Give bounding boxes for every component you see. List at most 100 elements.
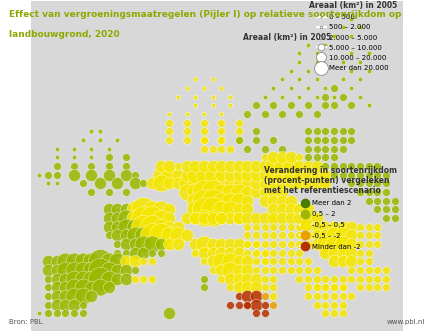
- Point: [218, 276, 225, 281]
- Point: [244, 302, 251, 307]
- Point: [391, 198, 398, 203]
- Point: [313, 224, 320, 229]
- Point: [261, 259, 268, 264]
- Point: [322, 224, 329, 229]
- Point: [348, 163, 355, 169]
- Point: [201, 198, 207, 203]
- Point: [305, 163, 312, 169]
- Point: [287, 103, 294, 108]
- Point: [313, 172, 320, 177]
- Point: [296, 111, 303, 117]
- Point: [339, 137, 346, 143]
- Point: [53, 267, 60, 273]
- Point: [348, 129, 355, 134]
- Point: [166, 163, 173, 169]
- Point: [97, 129, 104, 134]
- Point: [339, 276, 346, 281]
- Point: [209, 215, 216, 221]
- Point: [356, 77, 363, 82]
- Point: [201, 137, 207, 143]
- Point: [166, 224, 173, 229]
- Point: [71, 311, 78, 316]
- Point: [261, 146, 268, 151]
- Point: [235, 163, 242, 169]
- Point: [313, 233, 320, 238]
- Point: [287, 85, 294, 91]
- Point: [339, 241, 346, 247]
- Point: [192, 163, 199, 169]
- Point: [279, 267, 286, 273]
- Point: [122, 163, 129, 169]
- Point: [62, 259, 69, 264]
- Point: [244, 163, 251, 169]
- Point: [296, 59, 303, 65]
- Point: [122, 207, 129, 212]
- Point: [305, 259, 312, 264]
- Point: [322, 94, 329, 99]
- Point: [209, 198, 216, 203]
- Point: [356, 189, 363, 195]
- Point: [330, 259, 337, 264]
- Point: [227, 267, 233, 273]
- Point: [348, 233, 355, 238]
- Point: [313, 267, 320, 273]
- Point: [348, 293, 355, 298]
- Point: [218, 111, 225, 117]
- Text: Areaal (km²) in 2005: Areaal (km²) in 2005: [243, 33, 331, 42]
- Point: [53, 293, 60, 298]
- Point: [88, 163, 95, 169]
- Point: [374, 163, 381, 169]
- Text: Bron: PBL: Bron: PBL: [9, 319, 42, 325]
- Point: [279, 172, 286, 177]
- Point: [45, 181, 52, 186]
- Legend: Meer dan 2, 0,5 – 2, -0,5 – 0,5, -0,5 – -2, Minder dan -2: Meer dan 2, 0,5 – 2, -0,5 – 0,5, -0,5 – …: [261, 163, 400, 253]
- Point: [244, 285, 251, 290]
- Point: [105, 259, 112, 264]
- Point: [356, 172, 363, 177]
- Point: [53, 276, 60, 281]
- Point: [305, 233, 312, 238]
- Point: [279, 207, 286, 212]
- Point: [279, 198, 286, 203]
- Point: [382, 189, 389, 195]
- Point: [140, 233, 147, 238]
- Point: [148, 233, 155, 238]
- Point: [122, 267, 129, 273]
- Point: [261, 111, 268, 117]
- Point: [348, 34, 355, 39]
- Point: [296, 241, 303, 247]
- Point: [183, 120, 190, 125]
- Point: [53, 172, 60, 177]
- Point: [244, 233, 251, 238]
- Point: [330, 34, 337, 39]
- Point: [322, 68, 329, 73]
- Point: [305, 181, 312, 186]
- Point: [114, 276, 121, 281]
- Point: [88, 259, 95, 264]
- Point: [209, 77, 216, 82]
- Point: [227, 259, 233, 264]
- Point: [313, 59, 320, 65]
- Point: [131, 276, 138, 281]
- Point: [261, 293, 268, 298]
- Point: [330, 233, 337, 238]
- Point: [253, 215, 260, 221]
- Point: [131, 224, 138, 229]
- Point: [279, 250, 286, 255]
- Point: [174, 233, 181, 238]
- Point: [88, 155, 95, 160]
- Point: [183, 111, 190, 117]
- Point: [374, 285, 381, 290]
- Point: [148, 241, 155, 247]
- Point: [235, 259, 242, 264]
- Point: [140, 276, 147, 281]
- Point: [218, 129, 225, 134]
- Point: [261, 241, 268, 247]
- Point: [114, 259, 121, 264]
- Point: [218, 215, 225, 221]
- Point: [348, 103, 355, 108]
- Point: [287, 250, 294, 255]
- Point: [313, 155, 320, 160]
- Point: [296, 276, 303, 281]
- Point: [114, 224, 121, 229]
